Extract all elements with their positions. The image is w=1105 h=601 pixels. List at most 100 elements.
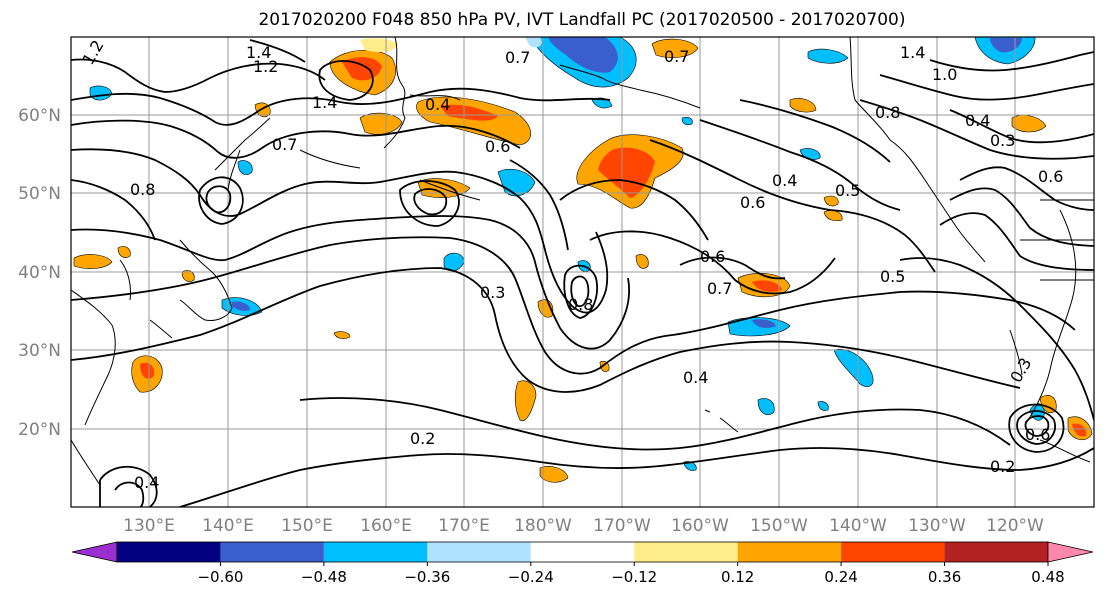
contour-line bbox=[559, 179, 709, 241]
lon-label: 150°W bbox=[750, 516, 808, 536]
contour-loop bbox=[563, 264, 598, 319]
figure-title: 2017020200 F048 850 hPa PV, IVT Landfall… bbox=[258, 10, 905, 30]
shade-yellow bbox=[360, 38, 398, 52]
shade-orange bbox=[514, 380, 537, 422]
shade-orange bbox=[789, 98, 817, 113]
contour-label: 0.5 bbox=[835, 181, 860, 200]
shade-blue bbox=[757, 398, 775, 415]
lat-label: 20°N bbox=[18, 420, 61, 440]
contour-line bbox=[71, 179, 156, 241]
contour-label: 0.3 bbox=[990, 131, 1015, 150]
lat-label: 40°N bbox=[18, 263, 61, 283]
contour-line bbox=[649, 139, 936, 273]
contour-label: 0.6 bbox=[485, 137, 510, 156]
contour-label: 0.4 bbox=[965, 111, 990, 130]
shade-blue bbox=[817, 401, 829, 411]
lat-label: 50°N bbox=[18, 184, 61, 204]
coast-china bbox=[71, 289, 116, 486]
lon-label: 160°E bbox=[360, 516, 412, 536]
shade-orange bbox=[73, 254, 113, 269]
coast-japan bbox=[149, 239, 233, 339]
contour-label: 0.5 bbox=[880, 267, 905, 286]
contour-line bbox=[959, 166, 1094, 211]
shade-darkblue bbox=[752, 319, 776, 328]
shade-darkblue bbox=[990, 38, 1022, 53]
shade-blue bbox=[681, 116, 693, 126]
contour-label: 0.8 bbox=[568, 295, 593, 314]
shade-orange bbox=[359, 112, 403, 135]
contour-line bbox=[509, 159, 569, 251]
lon-label: 180°W bbox=[514, 516, 572, 536]
lon-label: 160°W bbox=[671, 516, 729, 536]
colorbar-tick-label: 0.24 bbox=[824, 568, 857, 586]
shade-blue bbox=[237, 160, 253, 175]
shade-lightblue bbox=[525, 37, 542, 48]
contour-label: 0.7 bbox=[505, 48, 530, 67]
contour-line bbox=[71, 119, 521, 159]
contour-line bbox=[949, 187, 1094, 247]
contour-line bbox=[71, 148, 609, 314]
colorbar-segment bbox=[634, 542, 738, 562]
lon-label: 170°W bbox=[593, 516, 651, 536]
gridlines bbox=[71, 37, 1094, 507]
contour-line bbox=[71, 87, 611, 126]
contour-loop bbox=[99, 466, 158, 507]
coast-baja bbox=[1009, 329, 1023, 376]
colorbar-tick-label: −0.48 bbox=[301, 568, 347, 586]
colorbar-segment bbox=[427, 542, 531, 562]
contour-line bbox=[71, 236, 1076, 375]
coast-canada-border bbox=[1020, 239, 1094, 281]
map-frame bbox=[70, 36, 1095, 508]
lon-axis-labels: 130°E 140°E 150°E 160°E 170°E 180°W 170°… bbox=[123, 516, 1044, 536]
coast-alaska-peninsula bbox=[559, 64, 701, 109]
contour-label: 1.4 bbox=[312, 93, 337, 112]
colorbar-segment bbox=[841, 542, 945, 562]
contour-loop bbox=[1008, 403, 1065, 453]
contour-label: 0.3 bbox=[480, 283, 505, 302]
lon-label: 120°W bbox=[986, 516, 1044, 536]
colorbar-segment bbox=[117, 542, 221, 562]
contour-line bbox=[71, 215, 630, 350]
contour-loop bbox=[1016, 410, 1056, 445]
shade-red bbox=[598, 147, 655, 198]
shading-layer bbox=[73, 37, 1093, 483]
lon-label: 130°E bbox=[123, 516, 175, 536]
contour-label: 0.2 bbox=[410, 429, 435, 448]
colorbar-segment bbox=[530, 542, 635, 562]
contour-line bbox=[179, 447, 1094, 507]
colorbar-max-arrow bbox=[1047, 541, 1094, 563]
contour-label: 1.0 bbox=[932, 65, 957, 84]
shade-blue bbox=[807, 48, 849, 64]
shade-red bbox=[140, 362, 155, 379]
contour-line bbox=[739, 99, 891, 163]
coast-gulf-alaska bbox=[849, 37, 986, 263]
contour-label: 0.6 bbox=[1025, 425, 1050, 444]
contour-line bbox=[859, 99, 1094, 160]
contour-label: 0.6 bbox=[1038, 167, 1063, 186]
colorbar-tick-label: 0.36 bbox=[928, 568, 961, 586]
contour-line bbox=[249, 39, 306, 63]
contour-loop bbox=[205, 185, 232, 214]
colorbar-ticks: −0.60 −0.48 −0.36 −0.24 −0.12 0.12 0.24 0.36 0.4… bbox=[197, 562, 1065, 586]
contour-label: 0.4 bbox=[425, 95, 450, 114]
contour-line bbox=[299, 397, 1011, 451]
shade-red bbox=[1072, 423, 1087, 437]
shade-red bbox=[752, 280, 782, 292]
colorbar-tick-label: −0.12 bbox=[611, 568, 657, 586]
shade-blue bbox=[833, 348, 874, 387]
contour-label: 0.4 bbox=[134, 473, 159, 492]
lon-label: 170°E bbox=[438, 516, 490, 536]
lon-label: 150°E bbox=[281, 516, 333, 536]
lon-label: 140°E bbox=[202, 516, 254, 536]
lat-label: 60°N bbox=[18, 106, 61, 126]
contour-line bbox=[71, 58, 326, 93]
contour-loop bbox=[318, 60, 374, 101]
shade-darkblue bbox=[232, 301, 250, 311]
lat-axis-labels: 60°N 50°N 40°N 30°N 20°N bbox=[18, 106, 61, 440]
contour-label: 0.8 bbox=[130, 180, 155, 199]
contour-label: 0.6 bbox=[740, 193, 765, 212]
contour-loop bbox=[1024, 415, 1050, 437]
contour-line bbox=[71, 267, 1021, 393]
lat-label: 30°N bbox=[18, 341, 61, 361]
coast-korea bbox=[119, 259, 131, 301]
